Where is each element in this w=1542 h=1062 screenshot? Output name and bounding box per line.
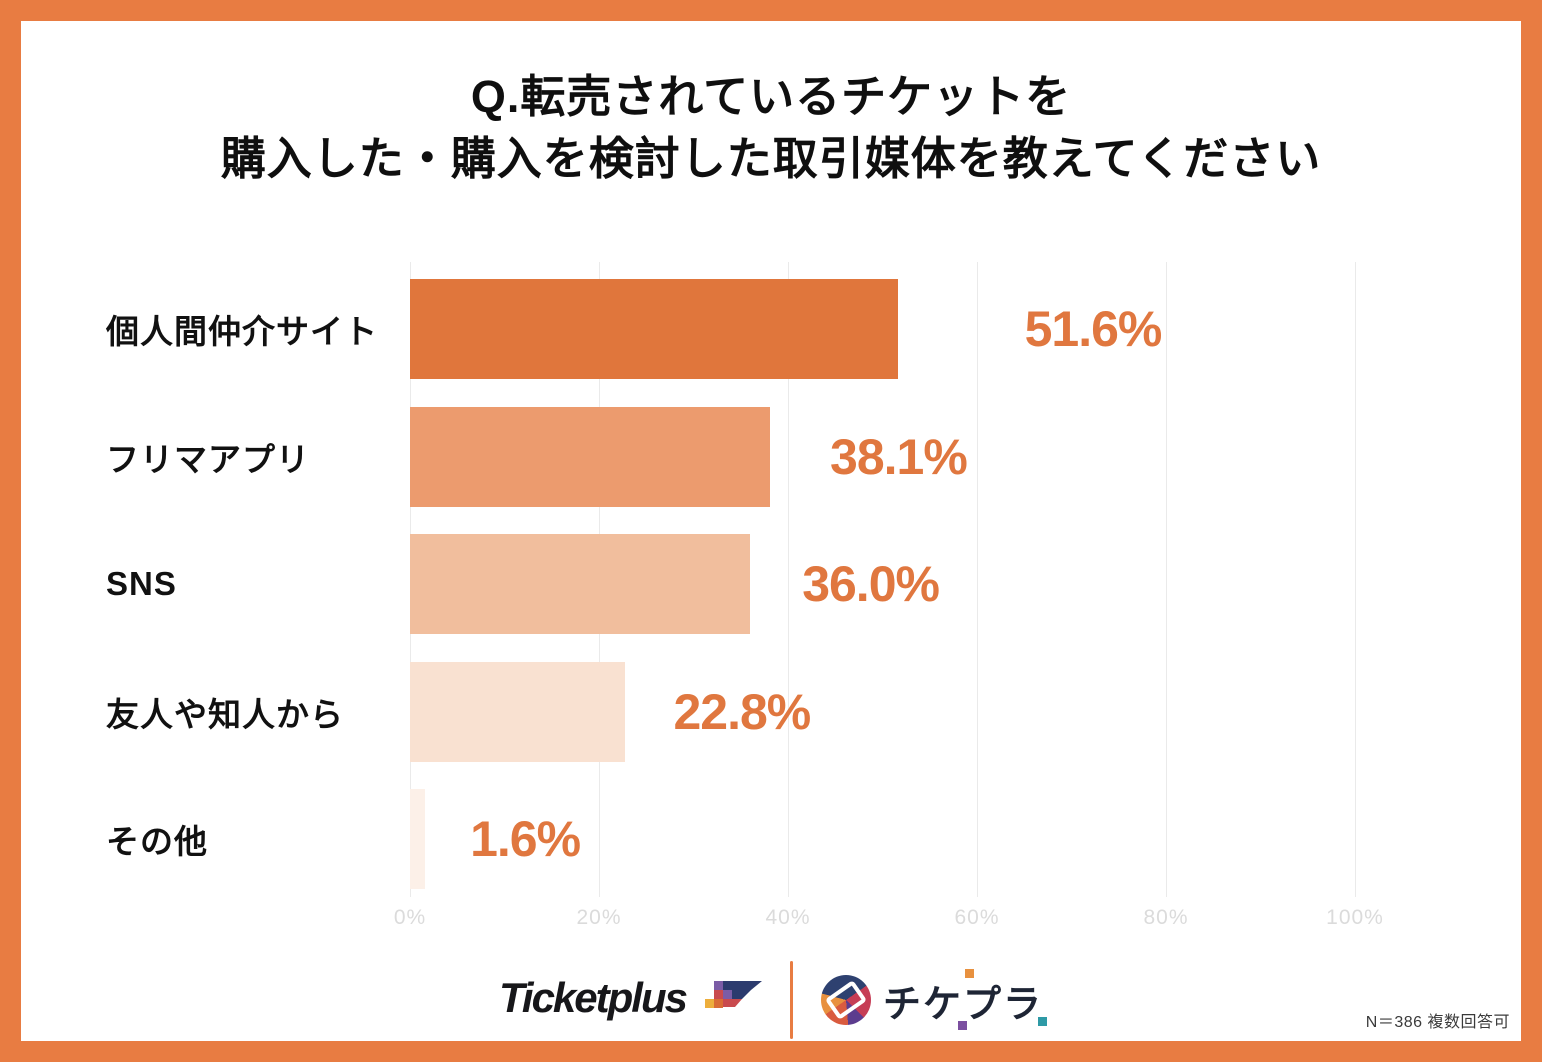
x-tick-label: 40%	[765, 906, 811, 929]
gridline	[1355, 262, 1356, 897]
accent-teal-icon	[1037, 1016, 1047, 1026]
bar-2	[410, 406, 771, 507]
chikepla-logo: チケプラ	[820, 968, 1047, 1030]
logo-divider	[789, 961, 793, 1039]
x-tick-label: 0%	[393, 906, 427, 929]
bar-1	[410, 279, 898, 379]
gridline	[788, 262, 789, 897]
category-label: 個人間仲介サイト	[106, 313, 378, 350]
gridline	[1166, 262, 1167, 897]
chikepla-wordmark-text: チケプラ	[882, 983, 1043, 1026]
x-tick-label: 60%	[954, 906, 1000, 929]
chikepla-wordmark: チケプラ	[882, 968, 1047, 1030]
footer-logos: Ticketplus チケプラ	[0, 952, 1542, 1048]
ticket-icon	[824, 980, 868, 1020]
value-label: 36.0%	[802, 556, 940, 612]
title-line-2: 購入した・購入を検討した取引媒体を教えてください	[220, 133, 1322, 184]
value-label: 51.6%	[1024, 301, 1163, 357]
category-label: 友人や知人から	[106, 695, 344, 733]
value-label: 38.1%	[830, 428, 968, 485]
ticketplus-logo: Ticketplus	[499, 974, 762, 1024]
page-title: Q.転売されているチケットを 購入した・購入を検討した取引媒体を教えてください	[0, 66, 1542, 190]
value-label: 22.8%	[673, 683, 811, 740]
title-line-1: Q.転売されているチケットを	[470, 71, 1072, 122]
bar-4	[410, 661, 626, 762]
accent-purple-icon	[958, 1020, 968, 1030]
bar-3	[410, 534, 751, 634]
bar-5	[410, 789, 426, 889]
value-label: 1.6%	[470, 811, 581, 867]
accent-orange-icon	[964, 968, 974, 978]
sample-size-note: N＝386 複数回答可	[1365, 1014, 1510, 1031]
ticketplus-flag-icon	[704, 980, 762, 1008]
category-label: SNS	[106, 565, 177, 602]
ticketplus-wordmark: Ticketplus	[499, 974, 688, 1021]
category-label: フリマアプリ	[106, 440, 310, 478]
x-tick-label: 20%	[576, 906, 622, 929]
gridline	[977, 262, 978, 897]
x-tick-label: 80%	[1143, 906, 1189, 929]
category-label: その他	[106, 823, 208, 860]
chikepla-mosaic-icon	[820, 975, 871, 1025]
x-tick-label: 100%	[1326, 906, 1384, 929]
